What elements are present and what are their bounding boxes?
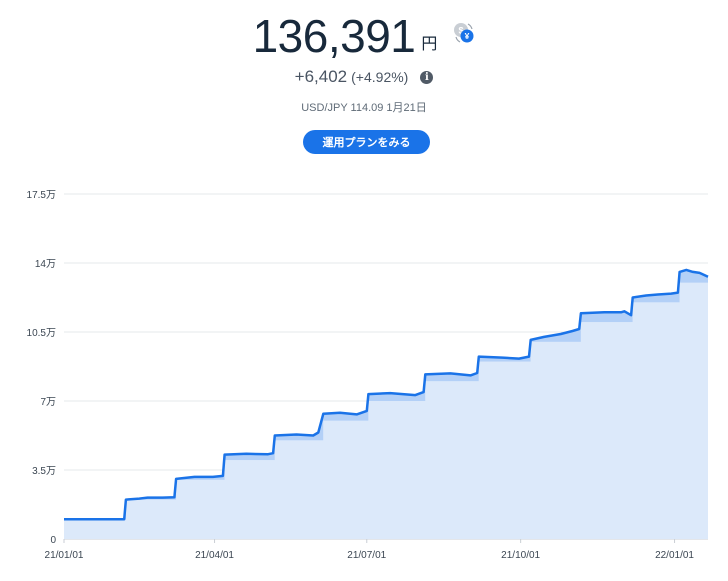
x-tick-label: 21/01/01 — [45, 550, 84, 561]
asset-line — [64, 268, 709, 521]
x-tick-label: 21/04/01 — [195, 550, 234, 561]
principal-area — [64, 282, 708, 539]
info-icon[interactable]: i — [420, 70, 434, 84]
y-tick-label: 17.5万 — [27, 190, 56, 201]
total-assets-row: 136,391 円 $ ¥ — [0, 10, 728, 62]
y-tick-label: 7万 — [40, 397, 56, 408]
y-tick-label: 3.5万 — [32, 466, 56, 477]
y-tick-label: 10.5万 — [27, 328, 56, 339]
y-tick-label: 14万 — [35, 259, 56, 270]
x-axis-labels: 21/01/01 21/04/01 21/07/01 21/10/01 22/01/01 — [45, 550, 695, 561]
total-assets-value: 136,391 — [252, 10, 416, 62]
portfolio-header: 136,391 円 $ ¥ +6,402 (+4.92%) i USD/JPY … — [0, 0, 728, 160]
view-plan-button[interactable]: 運用プランをみる — [303, 130, 430, 154]
currency-switch-icon[interactable]: $ ¥ — [453, 22, 475, 44]
x-tick-label: 22/01/01 — [655, 550, 694, 561]
change-value: +6,402 — [294, 67, 348, 86]
x-tick-label: 21/07/01 — [347, 550, 386, 561]
y-tick-label: 0 — [50, 535, 56, 546]
change-percent: (+4.92%) — [351, 69, 409, 85]
change-row: +6,402 (+4.92%) i — [0, 67, 728, 87]
dollar-symbol: $ — [459, 26, 464, 36]
exchange-rate: USD/JPY 114.09 1月21日 — [301, 102, 427, 114]
yen-symbol: ¥ — [465, 31, 470, 41]
total-assets-unit: 円 — [421, 36, 438, 53]
y-axis-labels: 0 3.5万 7万 10.5万 14万 17.5万 — [27, 190, 57, 546]
x-tick-label: 21/10/01 — [501, 550, 540, 561]
